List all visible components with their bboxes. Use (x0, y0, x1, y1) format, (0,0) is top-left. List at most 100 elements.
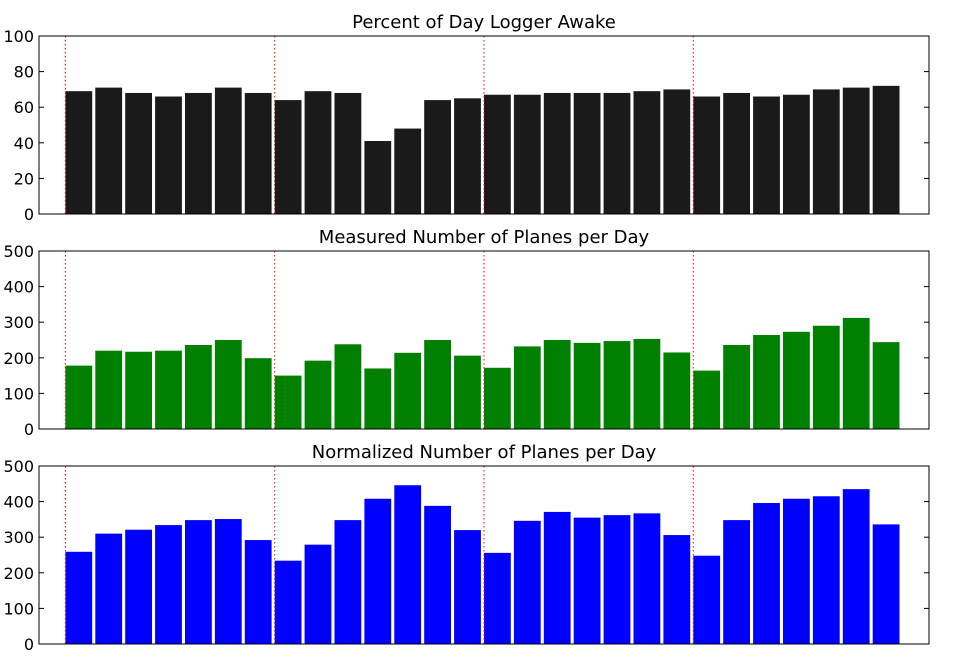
bar (812, 89, 840, 214)
y-tick-label: 0 (24, 420, 34, 439)
bar (633, 338, 661, 429)
bar (424, 100, 451, 214)
bar (633, 513, 661, 644)
bar (304, 544, 332, 644)
bar (543, 340, 571, 429)
bar (783, 331, 810, 429)
bar (334, 344, 362, 429)
bar (364, 141, 392, 214)
axes-frame (38, 250, 930, 430)
bar (812, 325, 840, 429)
bar (424, 505, 451, 644)
bar (633, 91, 661, 214)
chart-panel-1: Percent of Day Logger Awake 0 20 40 60 80 100 (3, 12, 930, 224)
bar (185, 344, 212, 429)
bar (753, 96, 780, 214)
y-tick-label: 300 (3, 528, 34, 547)
y-tick-label: 0 (24, 205, 34, 224)
axes-frame (38, 465, 930, 645)
y-tick-label: 500 (3, 457, 34, 476)
bar (693, 96, 721, 214)
bar (155, 96, 182, 214)
bar (364, 368, 392, 429)
bar (484, 94, 511, 214)
bar (274, 560, 302, 644)
bar (95, 350, 123, 429)
bar (484, 367, 511, 429)
bar (663, 535, 691, 644)
bar (454, 530, 481, 644)
bar (723, 92, 750, 214)
bar (65, 91, 93, 214)
bar (394, 352, 422, 429)
bar (842, 489, 870, 644)
bar (723, 344, 750, 429)
bar (513, 94, 541, 214)
y-tick-label: 100 (3, 599, 34, 618)
bar (125, 92, 152, 214)
chart-panel-2: Measured Number of Planes per Day 0 100 200… (3, 227, 930, 439)
bar (364, 498, 392, 644)
bar (65, 365, 93, 429)
bar (274, 375, 302, 429)
y-tick-label: 0 (24, 635, 34, 654)
bar (424, 340, 451, 429)
bar (663, 89, 691, 214)
bar (95, 533, 123, 644)
bar (573, 517, 601, 644)
bar (513, 346, 541, 429)
y-tick-label: 400 (3, 278, 34, 297)
bar (543, 92, 571, 214)
y-tick-label: 40 (14, 134, 34, 153)
bar (723, 520, 750, 644)
bar (543, 511, 571, 644)
bar (244, 358, 272, 429)
bar (872, 524, 900, 644)
bar (155, 525, 182, 644)
bar (334, 92, 362, 214)
bar (95, 87, 123, 214)
y-tick-label: 20 (14, 169, 34, 188)
bar (603, 92, 631, 214)
bar (244, 92, 272, 214)
bar (155, 350, 182, 429)
bar (842, 317, 870, 429)
bar (244, 540, 272, 644)
y-tick-label: 200 (3, 564, 34, 583)
bar (783, 498, 810, 644)
bar (214, 87, 242, 214)
bar (603, 341, 631, 429)
bar (394, 485, 422, 644)
bar (812, 496, 840, 644)
bar (753, 503, 780, 644)
bar (872, 342, 900, 429)
chart-title: Normalized Number of Planes per Day (312, 442, 657, 463)
bar (783, 94, 810, 214)
bar (842, 87, 870, 214)
y-tick-label: 100 (3, 27, 34, 46)
bar (394, 128, 422, 214)
axes-frame (38, 35, 930, 215)
bar (663, 352, 691, 429)
bar (185, 92, 212, 214)
bar (185, 520, 212, 644)
bar (573, 342, 601, 429)
bar (513, 520, 541, 644)
bar (304, 360, 332, 429)
y-tick-label: 300 (3, 313, 34, 332)
bar (125, 351, 152, 429)
bar (334, 520, 362, 644)
bar (454, 355, 481, 429)
bar (603, 515, 631, 644)
y-tick-label: 200 (3, 349, 34, 368)
y-tick-label: 400 (3, 493, 34, 512)
bar (214, 519, 242, 644)
y-tick-label: 100 (3, 384, 34, 403)
bar (693, 555, 721, 644)
bar (573, 92, 601, 214)
chart-panel-3: Normalized Number of Planes per Day 0 100 2… (3, 442, 930, 654)
bar (872, 85, 900, 214)
bar (304, 91, 332, 214)
chart-title: Percent of Day Logger Awake (352, 12, 616, 33)
